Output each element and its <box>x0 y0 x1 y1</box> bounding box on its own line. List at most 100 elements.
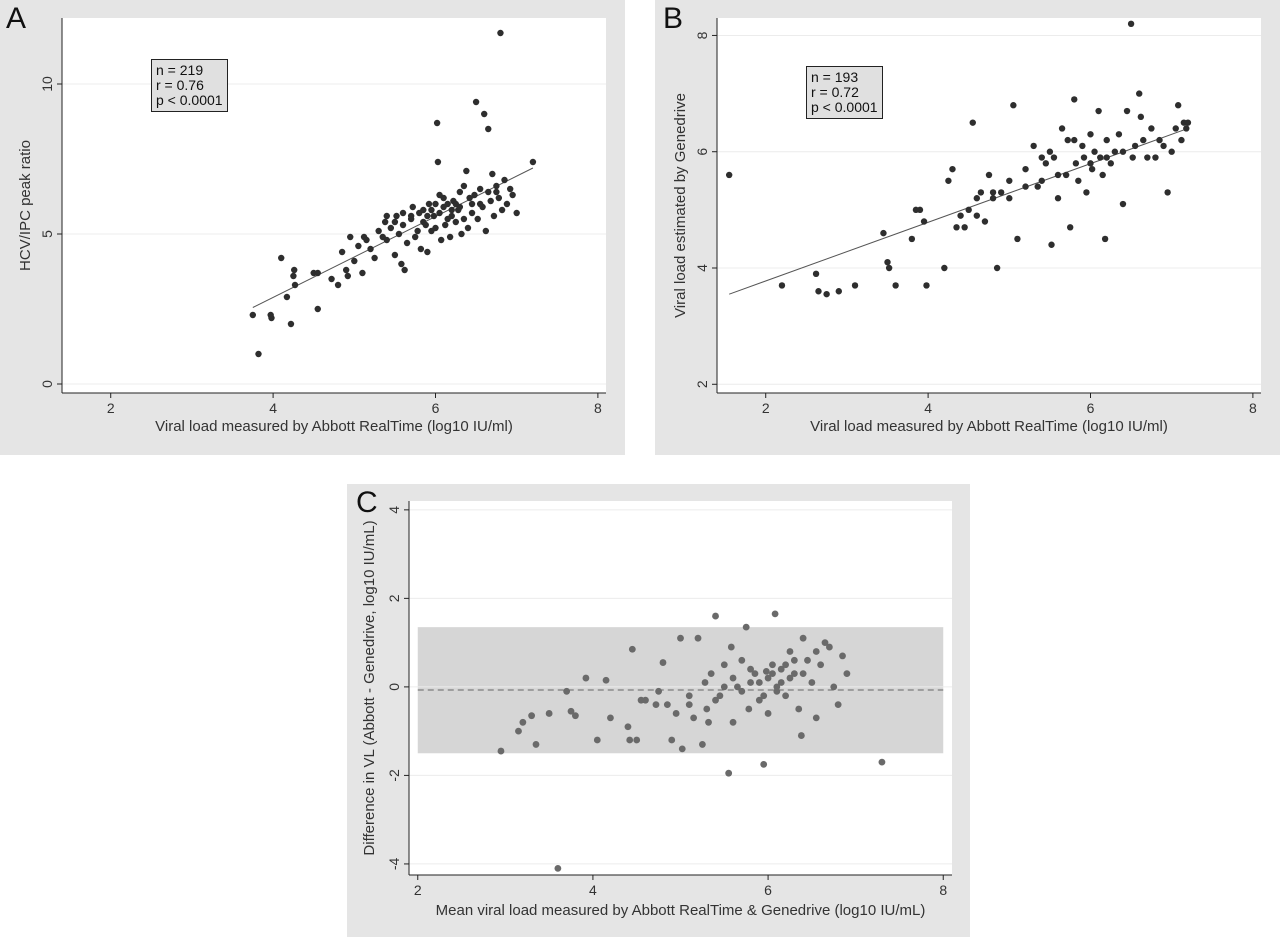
data-point <box>532 741 540 748</box>
data-point <box>383 212 390 220</box>
data-point <box>436 191 443 199</box>
data-point <box>1136 90 1143 97</box>
data-point <box>1071 136 1078 144</box>
data-point <box>812 714 820 722</box>
data-point <box>414 227 421 235</box>
chart-b-svg: 2 4 6 8 2 4 6 8 Viral load measured by Abbott Re… <box>672 18 1261 435</box>
data-point <box>1030 142 1037 150</box>
data-point <box>338 248 346 256</box>
data-point <box>1156 136 1163 144</box>
data-point <box>989 189 997 196</box>
data-point <box>593 736 601 744</box>
data-point <box>1072 160 1080 167</box>
data-point <box>430 212 438 220</box>
data-point <box>799 634 807 642</box>
data-point <box>786 674 794 682</box>
data-point <box>432 224 439 232</box>
panel-c: 2 4 6 8 -4 -2 0 2 4 Mean viral load measured by A… <box>347 484 970 937</box>
x-tick-label: 4 <box>924 400 932 416</box>
data-point <box>760 692 768 700</box>
data-point <box>878 758 886 766</box>
data-point <box>830 683 838 691</box>
data-point <box>777 679 785 686</box>
y-axis-title: Difference in VL (Abbott - Genedrive, lo… <box>361 520 378 855</box>
data-point <box>463 167 470 175</box>
data-point <box>812 270 820 278</box>
data-point <box>1038 177 1045 184</box>
data-point <box>501 176 508 184</box>
x-axis-title: Viral load measured by Abbott RealTime (… <box>155 418 513 435</box>
data-point <box>797 732 805 739</box>
data-point <box>655 687 663 695</box>
data-point <box>481 110 488 118</box>
data-point <box>278 254 285 262</box>
x-tick-label: 8 <box>594 400 602 416</box>
data-point <box>452 200 459 208</box>
data-point <box>1184 119 1192 126</box>
data-point <box>815 288 822 295</box>
data-point <box>633 736 641 744</box>
plot-area <box>62 18 606 393</box>
data-point <box>652 701 660 708</box>
data-point <box>1183 125 1190 132</box>
data-point <box>1140 136 1147 144</box>
data-point <box>334 281 342 289</box>
data-point <box>1111 148 1119 155</box>
data-point <box>892 282 899 289</box>
data-point <box>1172 125 1179 132</box>
data-point <box>399 209 407 217</box>
data-point <box>1062 171 1070 179</box>
data-point <box>880 229 887 237</box>
x-axis-title: Mean viral load measured by Abbott RealT… <box>436 902 926 919</box>
data-point <box>685 701 693 708</box>
data-point <box>738 687 746 695</box>
data-point <box>703 705 711 713</box>
data-point <box>268 314 275 322</box>
data-point <box>249 311 257 319</box>
data-point <box>1131 142 1139 150</box>
data-point <box>1097 154 1104 161</box>
data-point <box>1048 241 1055 248</box>
data-point <box>409 203 416 211</box>
panel-a: 2 4 6 8 0 5 10 Viral load measured by Abbott Re… <box>0 0 625 455</box>
data-point <box>420 206 427 214</box>
data-point <box>572 712 579 720</box>
data-point <box>437 236 445 244</box>
stat-r-b: r = 0.72 <box>811 84 859 100</box>
data-point <box>458 230 465 238</box>
data-point <box>760 760 768 768</box>
data-point <box>771 610 779 618</box>
data-point <box>973 212 981 219</box>
data-point <box>851 282 859 289</box>
data-point <box>351 257 358 265</box>
data-point <box>941 264 948 272</box>
data-point <box>283 293 291 301</box>
plot-area <box>717 18 1261 393</box>
data-point <box>460 215 468 223</box>
data-point <box>1144 154 1151 161</box>
data-point <box>1148 125 1155 132</box>
y-tick-label: -2 <box>386 769 402 782</box>
data-point <box>762 668 770 675</box>
data-point <box>628 645 636 653</box>
data-point <box>485 125 492 133</box>
data-point <box>442 221 449 229</box>
data-point <box>729 718 737 726</box>
data-point <box>545 710 553 717</box>
data-point <box>1115 131 1123 138</box>
data-point <box>1123 107 1131 115</box>
data-point <box>291 266 298 274</box>
data-point <box>487 197 494 205</box>
x-tick-label: 2 <box>414 882 422 898</box>
data-point <box>460 182 468 190</box>
y-tick-label: 5 <box>39 230 55 238</box>
data-point <box>1064 136 1071 144</box>
data-point <box>1087 160 1094 167</box>
data-point <box>777 665 785 673</box>
data-point <box>432 200 439 208</box>
data-point <box>812 648 820 655</box>
data-point <box>497 747 505 755</box>
data-point <box>398 260 405 268</box>
data-point <box>790 670 798 678</box>
data-point <box>1137 113 1145 121</box>
